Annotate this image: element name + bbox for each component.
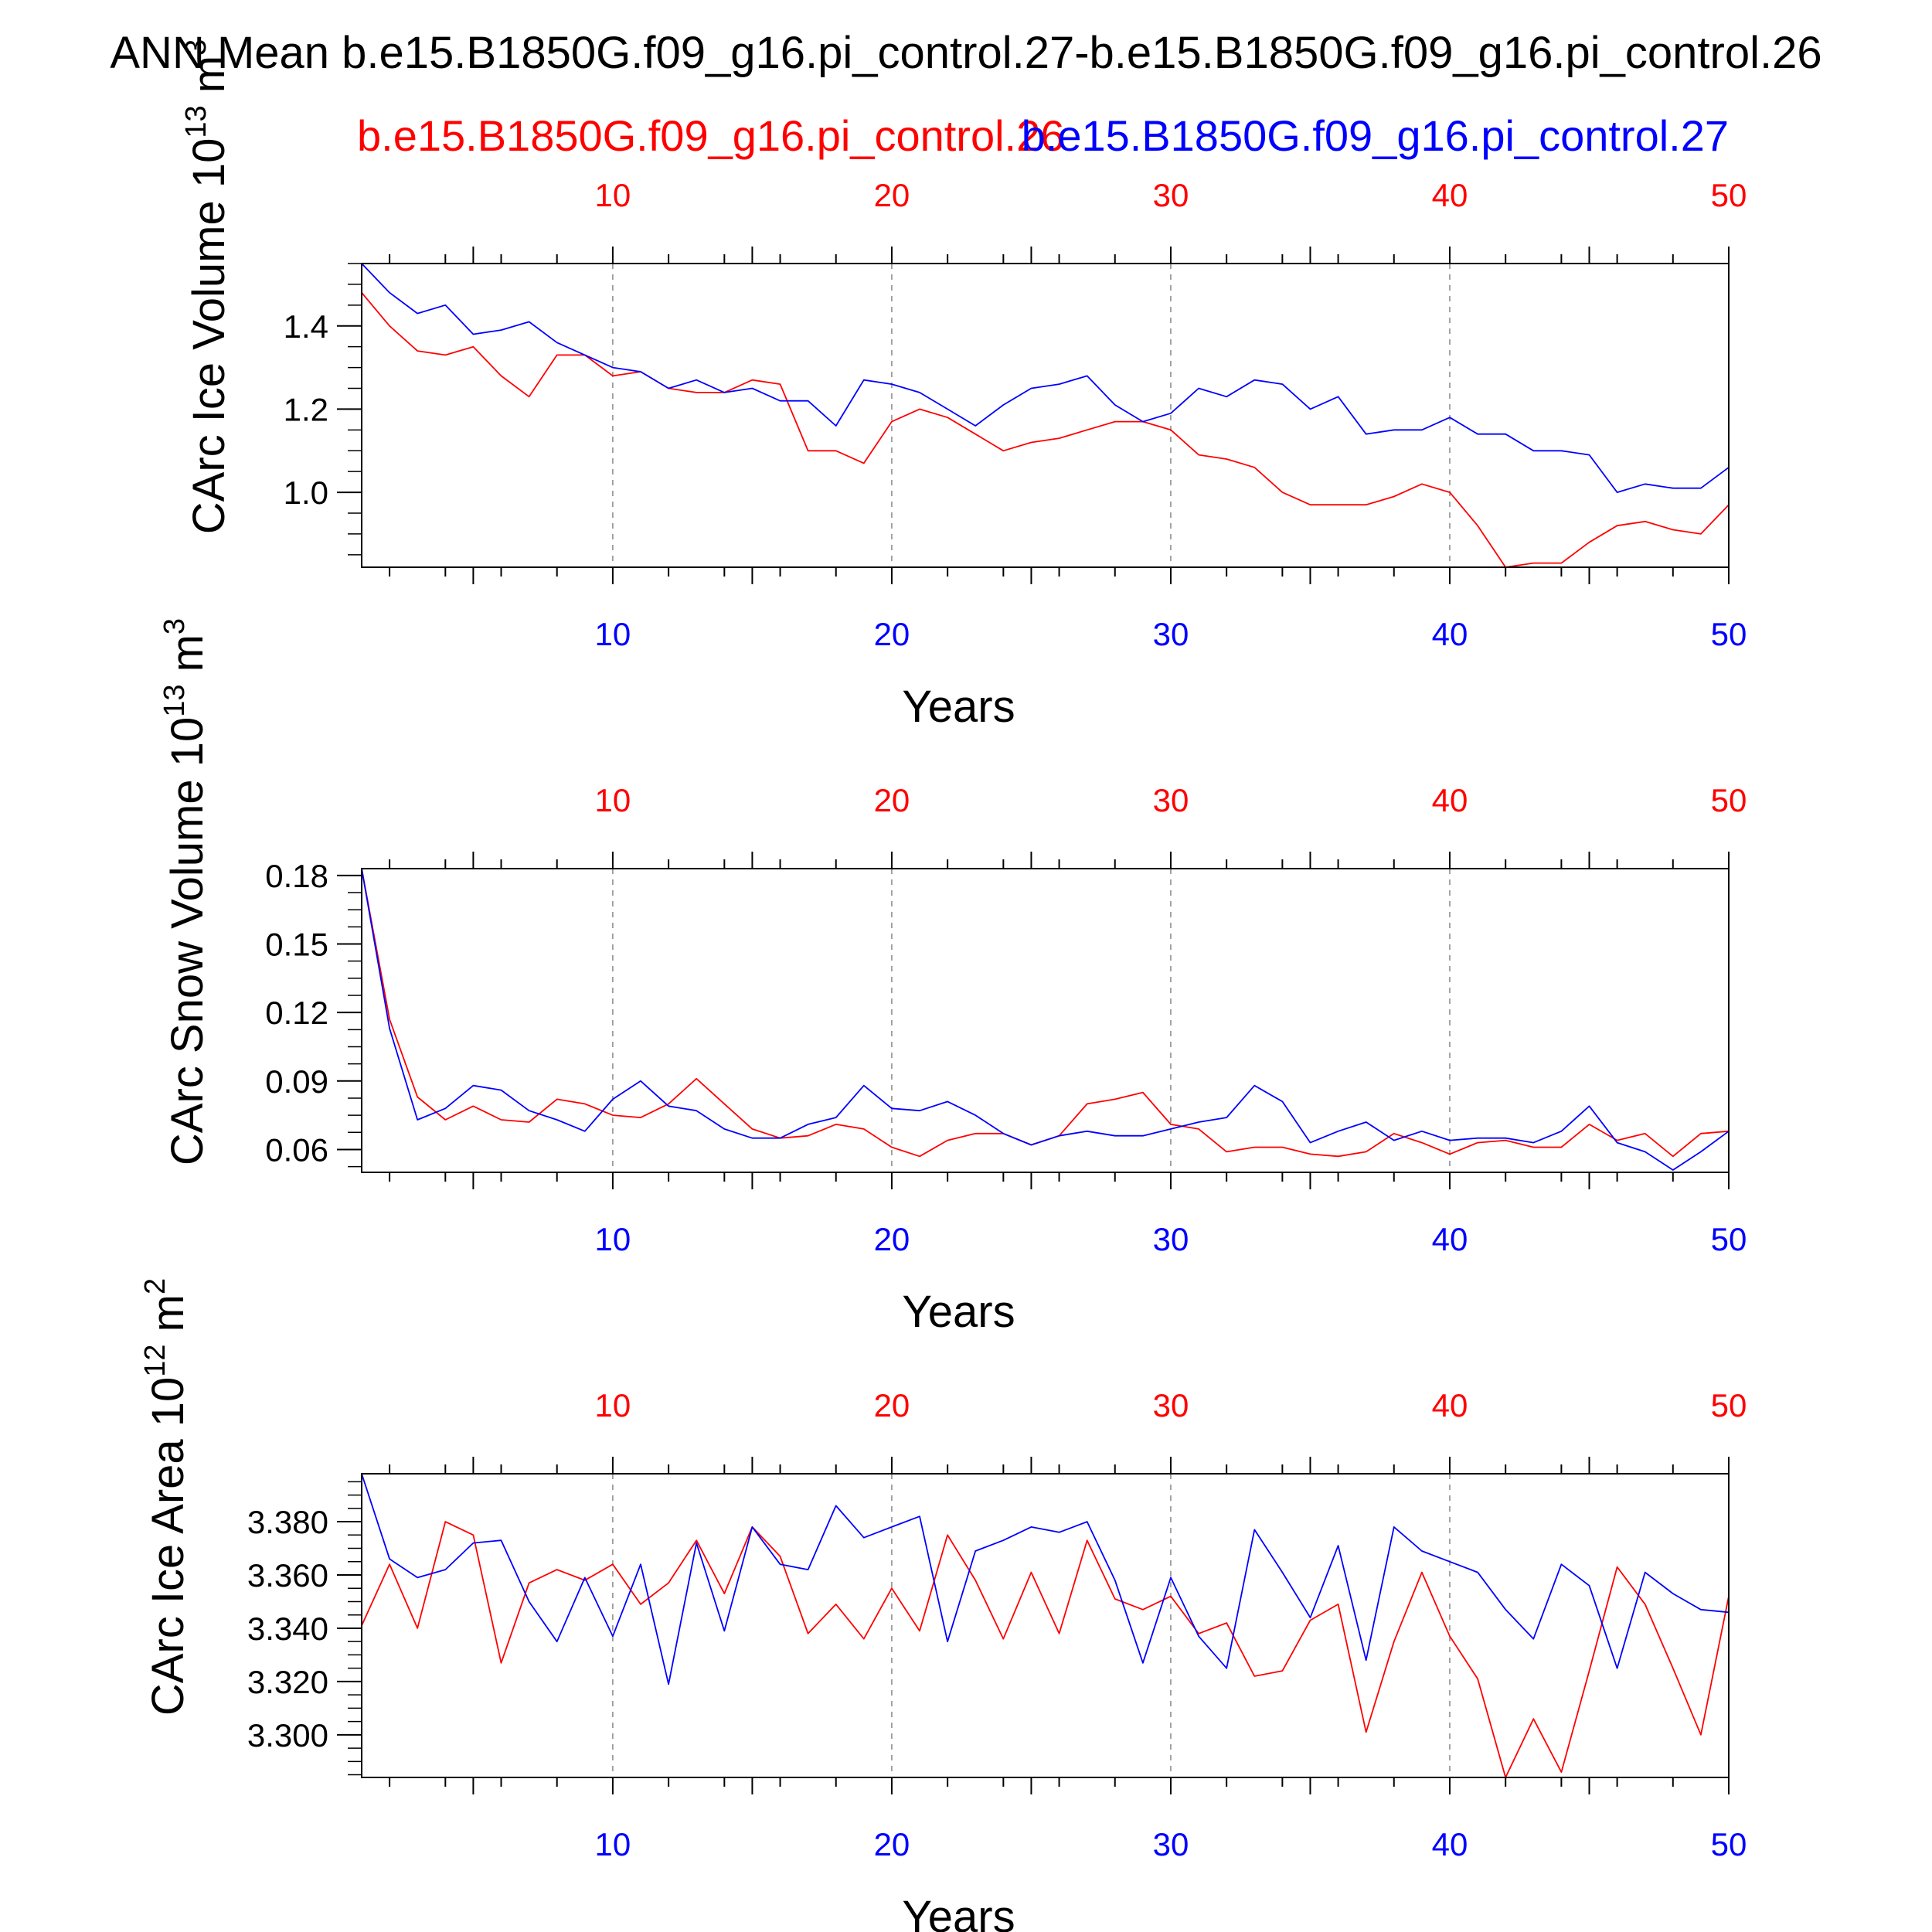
y-tick-label: 1.2 — [284, 391, 328, 427]
x-tick-label-top: 10 — [595, 1387, 631, 1423]
x-tick-label-bottom: 20 — [874, 616, 910, 652]
series-line-case-27 — [361, 868, 1730, 1171]
y-tick-label: 0.15 — [265, 927, 328, 963]
y-axis-title: CArc Ice Area 1012 m2 — [139, 1278, 193, 1716]
x-tick-label-bottom: 20 — [874, 1826, 910, 1862]
y-axis-title-unit: m — [143, 1294, 193, 1344]
x-tick-label-top: 10 — [595, 782, 631, 818]
chart-panel-2: 10 10 20 20 30 30 40 40 50 50 0.06 0.09 0.12 0.15 0.18… — [158, 618, 1747, 1337]
y-tick-label: 0.06 — [265, 1131, 328, 1168]
x-tick-label-bottom: 30 — [1153, 1221, 1189, 1257]
x-tick-label-top: 30 — [1153, 782, 1189, 818]
x-tick-label-top: 20 — [874, 177, 910, 213]
x-tick-label-bottom: 40 — [1432, 616, 1468, 652]
x-tick-label-bottom: 50 — [1711, 1826, 1747, 1862]
series-line-case-26 — [361, 292, 1730, 568]
y-tick-label: 1.4 — [284, 308, 328, 345]
chart-panel-1: 10 10 20 20 30 30 40 40 50 50 1.0 1.2 1.4 Years CArc I… — [180, 39, 1747, 732]
x-tick-label-bottom: 40 — [1432, 1826, 1468, 1862]
x-tick-label-bottom: 30 — [1153, 1826, 1189, 1862]
y-tick-label: 0.09 — [265, 1063, 328, 1100]
x-tick-label-top: 30 — [1153, 1387, 1189, 1423]
y-axis-title: CArc Ice Volume 1013 m3 — [180, 39, 234, 534]
x-tick-label-bottom: 40 — [1432, 1221, 1468, 1257]
x-tick-label-bottom: 20 — [874, 1221, 910, 1257]
y-tick-label: 0.18 — [265, 858, 328, 894]
y-axis-title-exponent: 12 — [139, 1344, 172, 1376]
x-tick-label-bottom: 10 — [595, 1221, 631, 1257]
y-tick-label: 3.340 — [247, 1611, 328, 1647]
y-tick-label: 3.300 — [247, 1717, 328, 1753]
y-axis-title-unit: m — [184, 56, 234, 105]
y-axis-title-unit: m — [162, 634, 213, 684]
y-axis-title-exponent: 13 — [158, 685, 191, 717]
y-axis-title-unit-exponent: 3 — [158, 618, 191, 634]
x-axis-title: Years — [902, 1892, 1015, 1932]
y-tick-label: 1.0 — [284, 474, 328, 511]
y-axis-title-text: CArc Ice Area 10 — [143, 1377, 193, 1716]
series-line-case-26 — [361, 1521, 1730, 1778]
x-tick-label-top: 40 — [1432, 1387, 1468, 1423]
x-tick-label-bottom: 50 — [1711, 1221, 1747, 1257]
x-tick-label-bottom: 10 — [595, 1826, 631, 1862]
legend-label-case-27: b.e15.B1850G.f09_g16.pi_control.27 — [1022, 111, 1729, 160]
y-axis-title: CArc Snow Volume 1013 m3 — [158, 618, 213, 1165]
y-axis-title-text: CArc Snow Volume 10 — [162, 717, 213, 1165]
figure-title: ANN Mean b.e15.B1850G.f09_g16.pi_control… — [110, 28, 1821, 78]
y-tick-label: 0.12 — [265, 995, 328, 1031]
y-axis-title-exponent: 13 — [180, 105, 213, 138]
x-tick-label-top: 50 — [1711, 782, 1747, 818]
x-tick-label-bottom: 50 — [1711, 616, 1747, 652]
y-tick-label: 3.360 — [247, 1557, 328, 1594]
x-tick-label-top: 20 — [874, 1387, 910, 1423]
x-axis-title: Years — [902, 1287, 1015, 1337]
chart-panels: 10 10 20 20 30 30 40 40 50 50 1.0 1.2 1.4 Years CArc I… — [139, 39, 1747, 1932]
x-tick-label-top: 30 — [1153, 177, 1189, 213]
x-axis-title: Years — [902, 682, 1015, 732]
legend-label-case-26: b.e15.B1850G.f09_g16.pi_control.26 — [357, 111, 1064, 160]
y-tick-label: 3.380 — [247, 1504, 328, 1540]
series-line-case-27 — [361, 1473, 1730, 1685]
y-axis-title-unit-exponent: 3 — [180, 39, 213, 56]
y-axis-title-unit-exponent: 2 — [139, 1278, 172, 1294]
y-tick-label: 3.320 — [247, 1664, 328, 1700]
x-tick-label-top: 10 — [595, 177, 631, 213]
x-tick-label-bottom: 10 — [595, 616, 631, 652]
plot-frame — [361, 1473, 1730, 1778]
x-tick-label-top: 50 — [1711, 177, 1747, 213]
chart-panel-3: 10 10 20 20 30 30 40 40 50 50 3.300 3.320 3.340 3.360… — [139, 1278, 1747, 1932]
x-tick-label-top: 40 — [1432, 782, 1468, 818]
series-line-case-27 — [361, 263, 1730, 493]
x-tick-label-bottom: 30 — [1153, 616, 1189, 652]
y-axis-title-text: CArc Ice Volume 10 — [184, 138, 234, 535]
x-tick-label-top: 40 — [1432, 177, 1468, 213]
x-tick-label-top: 20 — [874, 782, 910, 818]
x-tick-label-top: 50 — [1711, 1387, 1747, 1423]
plot-frame — [361, 263, 1730, 568]
plot-frame — [361, 868, 1730, 1173]
